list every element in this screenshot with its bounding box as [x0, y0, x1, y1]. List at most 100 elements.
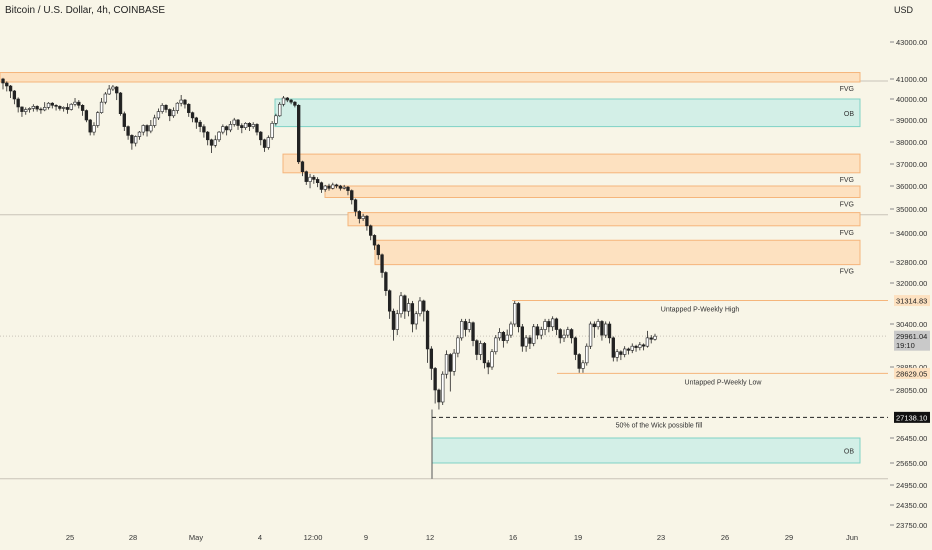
candle-body [487, 363, 490, 367]
candle [521, 324, 524, 352]
candle [62, 106, 65, 111]
candle-body [582, 363, 585, 369]
candle [388, 289, 391, 318]
candle-body [627, 349, 630, 350]
candle [400, 292, 403, 318]
candle [544, 319, 547, 335]
candle-body [146, 126, 149, 132]
candle [195, 117, 198, 129]
candle-body [134, 137, 137, 144]
candle [441, 371, 444, 405]
candle [119, 92, 122, 116]
candle [96, 111, 99, 128]
candle-body [540, 330, 543, 336]
price-badge-label: 28629.05 [896, 369, 927, 378]
y-tick-label: 24350.00 [896, 501, 927, 510]
candle [646, 331, 649, 348]
fvg-label: FVG [840, 202, 854, 209]
candle-body [453, 353, 456, 371]
y-tick-label: 36000.00 [896, 182, 927, 191]
y-tick-label: 32800.00 [896, 258, 927, 267]
candle-body [441, 374, 444, 402]
candle [51, 102, 54, 108]
candle-body [593, 324, 596, 327]
candle-body [638, 345, 641, 348]
order-block-zone [275, 99, 860, 127]
candle-body [9, 86, 12, 91]
candle-body [343, 187, 346, 188]
candle-body [331, 185, 334, 188]
candle [411, 301, 414, 332]
candle [93, 122, 96, 135]
candle [312, 175, 315, 184]
candle-body [58, 106, 61, 108]
candle-body [525, 338, 528, 346]
candle [184, 99, 187, 108]
candle-body [252, 124, 255, 126]
candle-body [168, 110, 171, 116]
candle [263, 139, 266, 152]
candle [112, 85, 115, 91]
candle-body [396, 314, 399, 330]
x-tick-label: 25 [66, 533, 74, 542]
candle [43, 102, 46, 111]
candle [131, 134, 134, 149]
candle [47, 102, 50, 109]
candle-body [195, 118, 198, 122]
candle-body [210, 140, 213, 146]
candle [221, 124, 224, 134]
x-tick-label: Jun [846, 533, 858, 542]
candle-body [403, 296, 406, 311]
candle [316, 177, 319, 187]
candle-body [191, 113, 194, 118]
candle-body [138, 132, 141, 136]
x-tick-label: 4 [258, 533, 262, 542]
candle [233, 118, 236, 127]
candle-body [85, 111, 88, 120]
candle-body [445, 355, 448, 375]
fvg-zone [0, 73, 860, 82]
candle [510, 321, 513, 337]
candle [36, 105, 39, 111]
fvg-label: FVG [840, 177, 854, 184]
level-annotation: 50% of the Wick possible fill [616, 422, 703, 429]
candle-body [309, 177, 312, 181]
candle [415, 311, 418, 329]
candle [589, 321, 592, 349]
candle-body [339, 186, 342, 188]
countdown-label: 19:10 [896, 341, 915, 350]
candle-body [153, 118, 156, 126]
candle [55, 104, 58, 110]
candle [218, 131, 221, 142]
fvg-label: FVG [840, 230, 854, 237]
candle [271, 121, 274, 140]
candle-body [642, 345, 645, 346]
fvg-label: FVG [840, 269, 854, 276]
candle [419, 297, 422, 316]
candle [604, 321, 607, 337]
candle-body [430, 349, 433, 368]
candle [555, 318, 558, 336]
candle [301, 161, 304, 176]
candle-body [411, 304, 414, 325]
candle [540, 327, 543, 339]
candle [445, 350, 448, 378]
candle-body [479, 343, 482, 354]
candle-body [93, 126, 96, 133]
candle-body [415, 314, 418, 324]
candle [502, 331, 505, 348]
candle-body [513, 304, 516, 325]
candle [369, 225, 372, 241]
fvg-zone [348, 213, 860, 226]
candle [381, 254, 384, 278]
candle [168, 108, 171, 121]
candle-body [108, 89, 111, 94]
candle [225, 126, 228, 136]
candle-body [532, 327, 535, 344]
candle [449, 353, 452, 391]
candle-body [388, 291, 391, 312]
candle [457, 335, 460, 357]
candle [627, 348, 630, 355]
